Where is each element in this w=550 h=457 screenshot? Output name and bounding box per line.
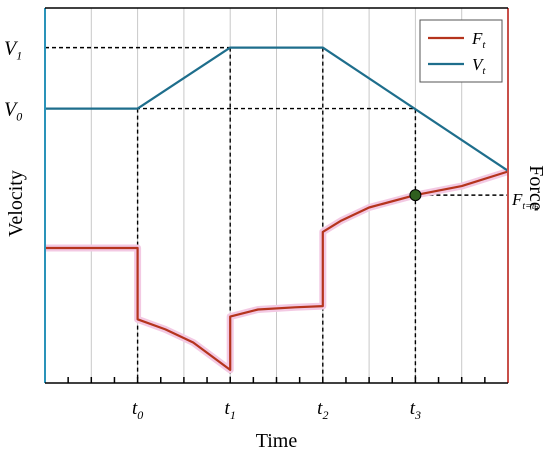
velocity-level-sub: 1 — [16, 49, 22, 63]
x-tick-main: t — [317, 398, 323, 419]
legend-label: Vt — [472, 55, 486, 77]
x-tick-main: t — [225, 398, 231, 419]
velocity-level-sub: 0 — [16, 110, 22, 124]
minor-ticks — [67, 377, 486, 383]
x-axis-label: Time — [256, 430, 298, 452]
x-tick-label: t2 — [317, 398, 328, 422]
force-series-line — [45, 170, 509, 371]
x-tick-labels: t0 t1 t2 t3 — [132, 398, 421, 422]
velocity-level-main: V — [4, 99, 19, 121]
x-tick-main: t — [132, 398, 138, 419]
annotation-label: Ft=t3 — [511, 190, 539, 213]
legend-label: Ft — [471, 29, 486, 51]
velocity-level-main: V — [4, 38, 19, 60]
x-tick-sub: 2 — [322, 408, 328, 422]
y-axis-label-velocity: Velocity — [5, 170, 27, 237]
x-tick-label: t0 — [132, 398, 143, 422]
x-tick-label: t3 — [410, 398, 421, 422]
series-layer — [45, 46, 510, 374]
velocity-level-label: V1 — [4, 38, 22, 63]
annotation-sub: t=t — [522, 201, 535, 212]
x-tick-sub: 0 — [137, 408, 143, 422]
legend-label-main: V — [472, 55, 485, 74]
annotation-subsub: 3 — [534, 205, 539, 213]
velocity-level-label: V0 — [4, 99, 22, 124]
intersection-marker — [409, 189, 422, 202]
x-tick-sub: 3 — [414, 408, 421, 422]
legend-label-sub: t — [482, 65, 486, 77]
y-axis-label-force: Force — [525, 165, 547, 211]
x-tick-main: t — [410, 398, 416, 419]
legend-box — [419, 19, 503, 83]
legend-label-sub: t — [482, 39, 486, 51]
legend-label-main: F — [471, 29, 483, 48]
x-tick-sub: 1 — [230, 408, 236, 422]
x-tick-label: t1 — [225, 398, 236, 422]
velocity-series-line — [45, 46, 509, 172]
annotation-main: F — [511, 190, 523, 209]
